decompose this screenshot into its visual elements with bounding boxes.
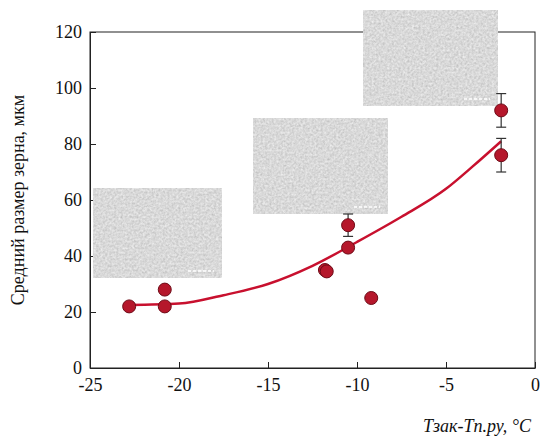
micrograph bbox=[93, 188, 222, 278]
data-point bbox=[342, 241, 355, 254]
x-tick-label: 0 bbox=[531, 375, 540, 395]
data-point bbox=[495, 149, 508, 162]
y-tick-mark bbox=[90, 88, 96, 89]
data-point bbox=[158, 300, 171, 313]
x-tick-label: -15 bbox=[257, 375, 281, 395]
micrograph bbox=[363, 10, 498, 106]
y-tick-mark bbox=[90, 32, 96, 33]
y-tick-mark bbox=[90, 144, 96, 145]
y-tick-label: 20 bbox=[64, 302, 82, 322]
x-axis-line bbox=[91, 368, 536, 369]
marks bbox=[123, 94, 508, 313]
y-tick: 100 bbox=[55, 78, 96, 98]
x-tick-mark bbox=[446, 362, 447, 368]
data-point bbox=[158, 283, 171, 296]
x-tick: -10 bbox=[346, 362, 370, 395]
y-tick-mark bbox=[90, 312, 96, 313]
y-tick: 60 bbox=[64, 190, 96, 210]
x-tick-label: -20 bbox=[168, 375, 192, 395]
fit-curve bbox=[129, 141, 501, 305]
y-tick-label: 80 bbox=[64, 134, 82, 154]
x-tick-mark bbox=[357, 362, 358, 368]
y-axis-title: Средний размер зерна, мкм bbox=[8, 95, 28, 305]
data-point bbox=[495, 104, 508, 117]
data-point bbox=[342, 219, 355, 232]
y-tick-label: 100 bbox=[55, 78, 82, 98]
scale-bar bbox=[354, 206, 380, 208]
y-tick: 40 bbox=[64, 246, 96, 266]
x-tick-mark bbox=[535, 362, 536, 368]
x-tick-mark bbox=[179, 362, 180, 368]
y-tick: 20 bbox=[64, 302, 96, 322]
y-tick: 0 bbox=[73, 358, 96, 378]
data-point bbox=[123, 300, 136, 313]
x-axis: -25 -20 -15 -10 -5 0 bbox=[79, 362, 541, 395]
scale-bar bbox=[464, 98, 490, 100]
data-point bbox=[320, 265, 333, 278]
x-tick: -20 bbox=[168, 362, 192, 395]
data-point bbox=[365, 292, 378, 305]
scale-bar bbox=[188, 270, 214, 272]
y-tick-label: 40 bbox=[64, 246, 82, 266]
y-tick: 120 bbox=[55, 22, 96, 42]
x-tick-label: -5 bbox=[439, 375, 454, 395]
y-tick-label: 120 bbox=[55, 22, 82, 42]
y-axis: 0 20 40 60 80 100 120 bbox=[55, 22, 96, 378]
micrograph bbox=[253, 118, 388, 214]
x-tick-label: -25 bbox=[79, 375, 103, 395]
y-tick-mark bbox=[90, 368, 96, 369]
y-tick-label: 60 bbox=[64, 190, 82, 210]
insets bbox=[93, 10, 498, 278]
x-axis-title: Tзак-Tп.ру, °C bbox=[423, 416, 532, 436]
x-tick: -5 bbox=[439, 362, 454, 395]
x-tick-label: -10 bbox=[346, 375, 370, 395]
y-tick: 80 bbox=[64, 134, 96, 154]
x-tick: 0 bbox=[531, 362, 540, 395]
x-tick-mark bbox=[268, 362, 269, 368]
x-tick: -15 bbox=[257, 362, 281, 395]
chart: -25 -20 -15 -10 -5 0 0 20 40 60 80 100 120 Tзак-Tп.ру… bbox=[0, 0, 549, 448]
y-tick-label: 0 bbox=[73, 358, 82, 378]
